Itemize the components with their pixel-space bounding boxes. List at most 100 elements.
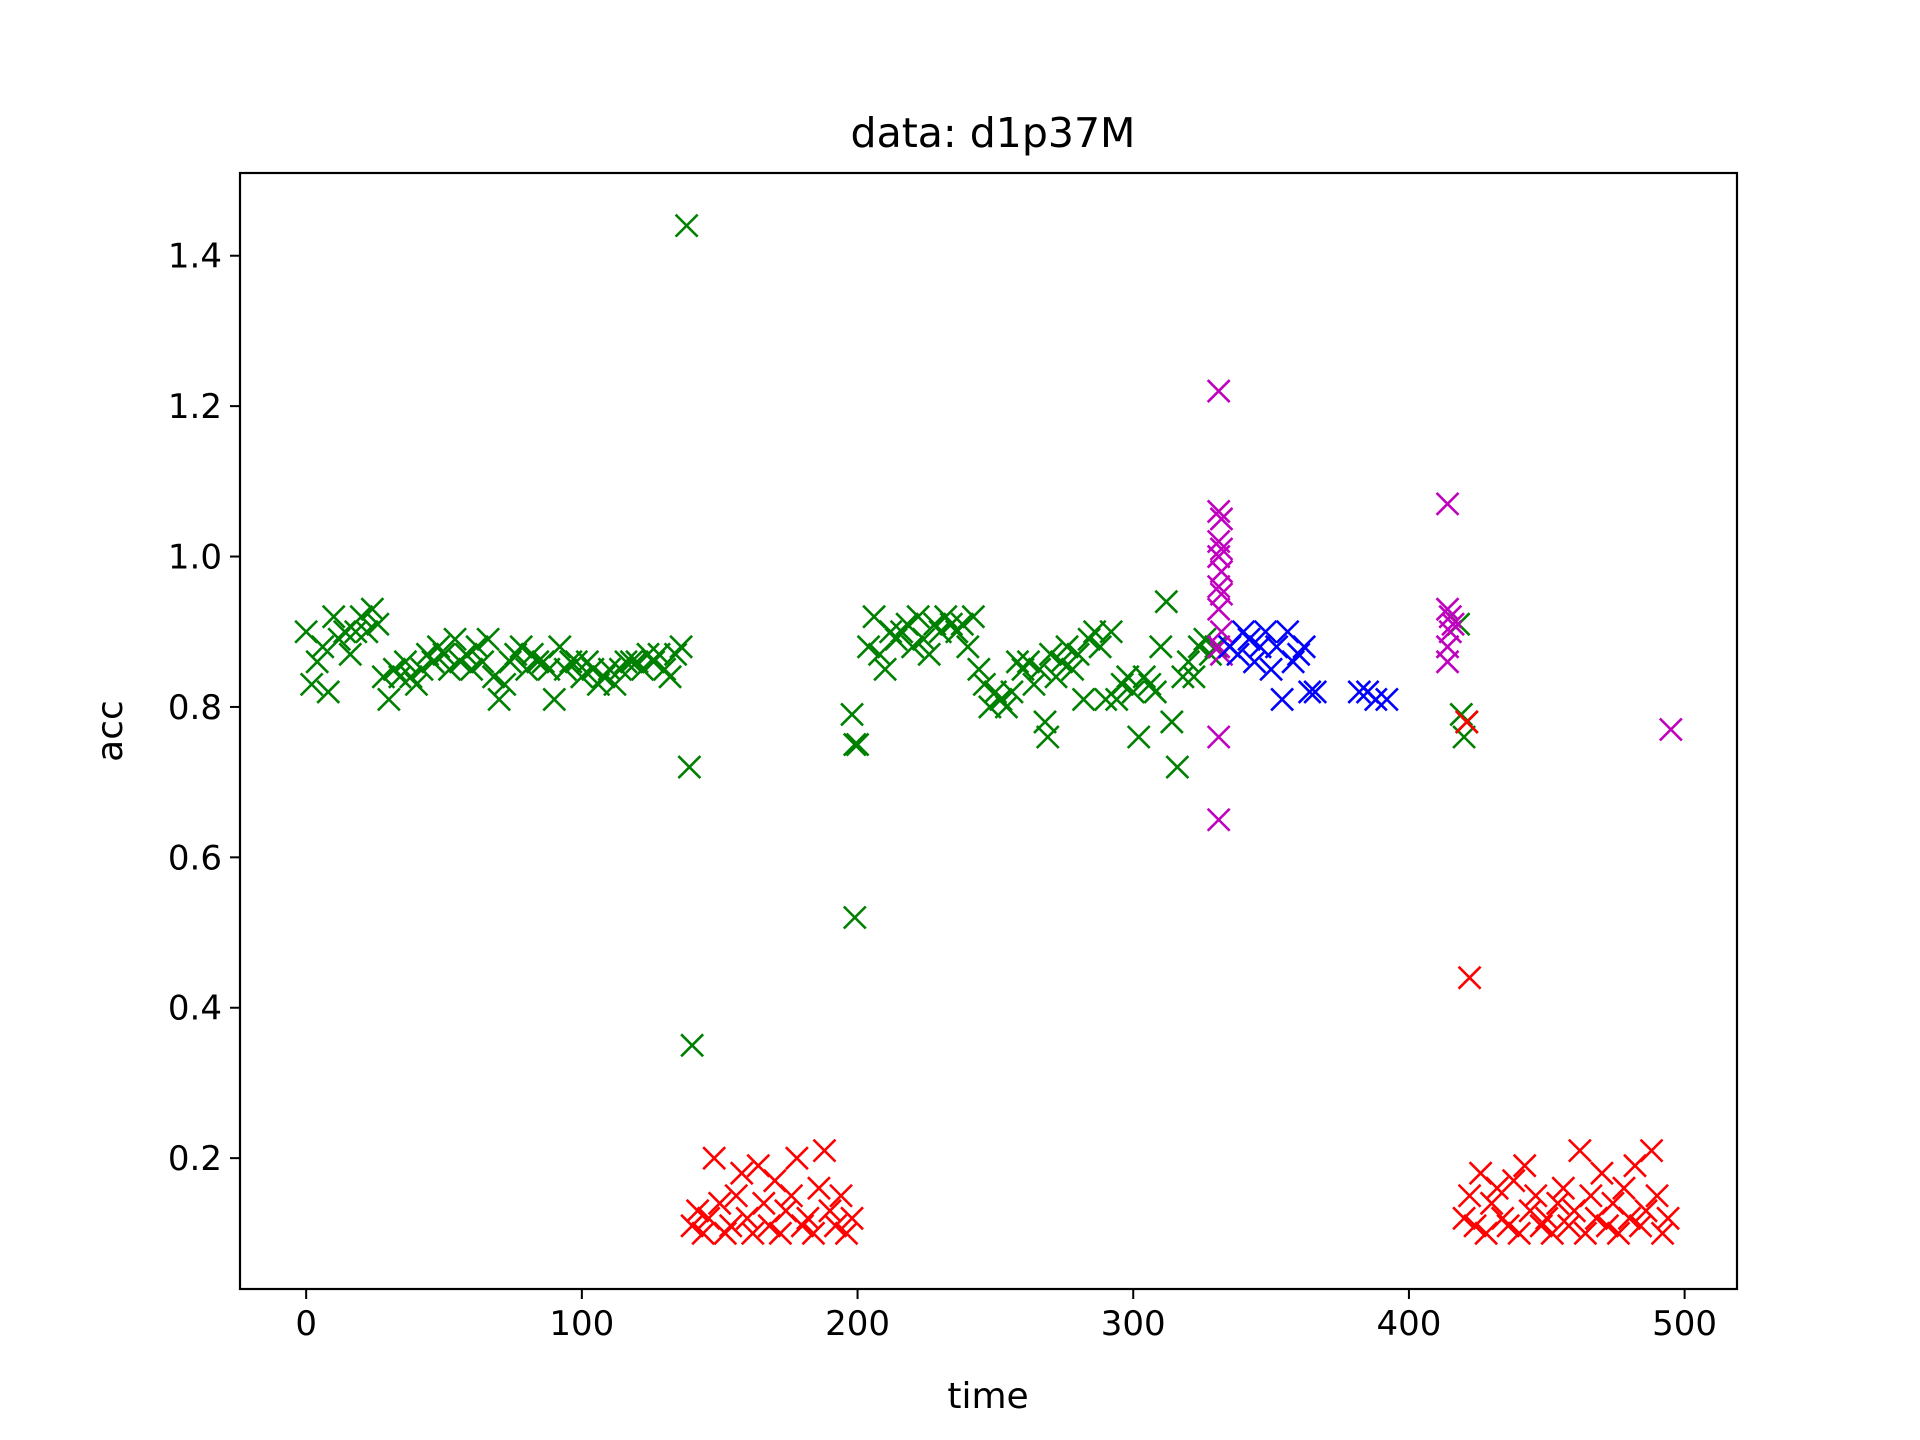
data-point bbox=[1556, 1213, 1581, 1238]
data-point bbox=[1650, 1221, 1675, 1246]
data-point bbox=[674, 213, 699, 238]
data-point bbox=[1248, 634, 1272, 659]
data-point bbox=[1082, 619, 1107, 644]
data-point bbox=[1463, 1213, 1488, 1238]
data-point bbox=[1628, 1213, 1653, 1238]
data-point bbox=[487, 687, 512, 712]
data-point bbox=[1567, 1138, 1592, 1163]
x-tick-label: 200 bbox=[825, 1304, 890, 1344]
data-point bbox=[1606, 1221, 1631, 1246]
data-point bbox=[1209, 507, 1234, 531]
data-point bbox=[724, 1183, 749, 1208]
data-point bbox=[1000, 679, 1024, 704]
data-point bbox=[465, 634, 490, 659]
data-point bbox=[1435, 649, 1460, 674]
y-tick-label: 0.8 bbox=[168, 688, 222, 728]
data-point bbox=[1589, 1161, 1614, 1186]
data-point bbox=[1237, 627, 1261, 652]
x-tick-label: 100 bbox=[549, 1304, 614, 1344]
x-axis: 0 100 200 300 400 500 bbox=[295, 1289, 1717, 1344]
data-point bbox=[1523, 1183, 1548, 1208]
data-point bbox=[680, 1213, 705, 1238]
data-point bbox=[1170, 664, 1195, 689]
data-point bbox=[955, 634, 980, 659]
data-point bbox=[1071, 687, 1096, 712]
data-point bbox=[619, 649, 644, 674]
data-point bbox=[1099, 619, 1124, 644]
data-point bbox=[1545, 1191, 1570, 1216]
data-point bbox=[376, 687, 401, 712]
data-point bbox=[1534, 1206, 1559, 1231]
data-point bbox=[1457, 1183, 1482, 1208]
data-point bbox=[1639, 1138, 1664, 1163]
data-point bbox=[950, 612, 975, 637]
data-point bbox=[658, 664, 682, 689]
data-point bbox=[1512, 1153, 1537, 1178]
data-point bbox=[784, 1146, 809, 1171]
x-tick-label: 400 bbox=[1376, 1304, 1441, 1344]
data-point bbox=[977, 695, 1002, 719]
data-point bbox=[1578, 1183, 1603, 1208]
data-point bbox=[310, 634, 335, 659]
data-point bbox=[1540, 1221, 1565, 1246]
data-point bbox=[807, 1176, 831, 1201]
data-point bbox=[1206, 725, 1231, 749]
data-point bbox=[840, 1206, 864, 1231]
data-point bbox=[873, 657, 898, 682]
data-point bbox=[470, 649, 495, 674]
data-point bbox=[1066, 642, 1091, 667]
data-point bbox=[1115, 664, 1140, 689]
data-point bbox=[729, 1161, 754, 1186]
series-2 bbox=[1206, 379, 1683, 832]
data-point bbox=[393, 649, 418, 674]
data-point bbox=[702, 1146, 727, 1171]
data-point bbox=[1126, 725, 1151, 749]
y-tick-label: 0.2 bbox=[168, 1139, 222, 1179]
data-point bbox=[691, 1221, 716, 1246]
x-tick-label: 300 bbox=[1101, 1304, 1166, 1344]
data-point bbox=[840, 702, 864, 727]
data-point bbox=[1501, 1168, 1526, 1193]
data-point bbox=[1104, 687, 1129, 712]
data-point bbox=[1507, 1221, 1532, 1246]
data-point bbox=[1297, 679, 1322, 704]
data-point bbox=[751, 1191, 776, 1216]
data-point bbox=[558, 649, 583, 674]
data-point bbox=[338, 642, 363, 667]
series-1 bbox=[680, 710, 1680, 1246]
data-point bbox=[911, 627, 936, 652]
chart-title: data: d1p37M bbox=[851, 109, 1136, 157]
data-point bbox=[1055, 634, 1079, 659]
data-point bbox=[354, 619, 379, 644]
data-point bbox=[1457, 965, 1482, 990]
data-point bbox=[1016, 649, 1041, 674]
data-point bbox=[845, 732, 870, 757]
data-point bbox=[1027, 657, 1052, 682]
data-point bbox=[1044, 664, 1068, 689]
y-axis-label: acc bbox=[90, 700, 131, 762]
data-point bbox=[1088, 634, 1113, 659]
data-point bbox=[349, 604, 374, 629]
data-point bbox=[994, 695, 1019, 719]
data-point bbox=[1551, 1176, 1576, 1201]
data-point bbox=[1363, 687, 1388, 712]
data-point bbox=[1206, 499, 1231, 524]
data-point bbox=[1270, 687, 1295, 712]
data-point bbox=[564, 649, 589, 674]
data-point bbox=[321, 604, 346, 629]
data-point bbox=[316, 679, 341, 704]
data-point bbox=[928, 619, 953, 644]
y-tick-label: 1.0 bbox=[168, 538, 222, 578]
data-point bbox=[1479, 1191, 1504, 1216]
data-point bbox=[856, 634, 881, 659]
data-point bbox=[1209, 559, 1234, 584]
data-point bbox=[685, 1198, 710, 1223]
data-point bbox=[432, 642, 456, 667]
data-point bbox=[1374, 687, 1399, 712]
data-point bbox=[421, 649, 445, 674]
data-point bbox=[1645, 1183, 1669, 1208]
data-point bbox=[443, 627, 467, 652]
data-point bbox=[387, 664, 412, 689]
data-point bbox=[1209, 537, 1234, 561]
